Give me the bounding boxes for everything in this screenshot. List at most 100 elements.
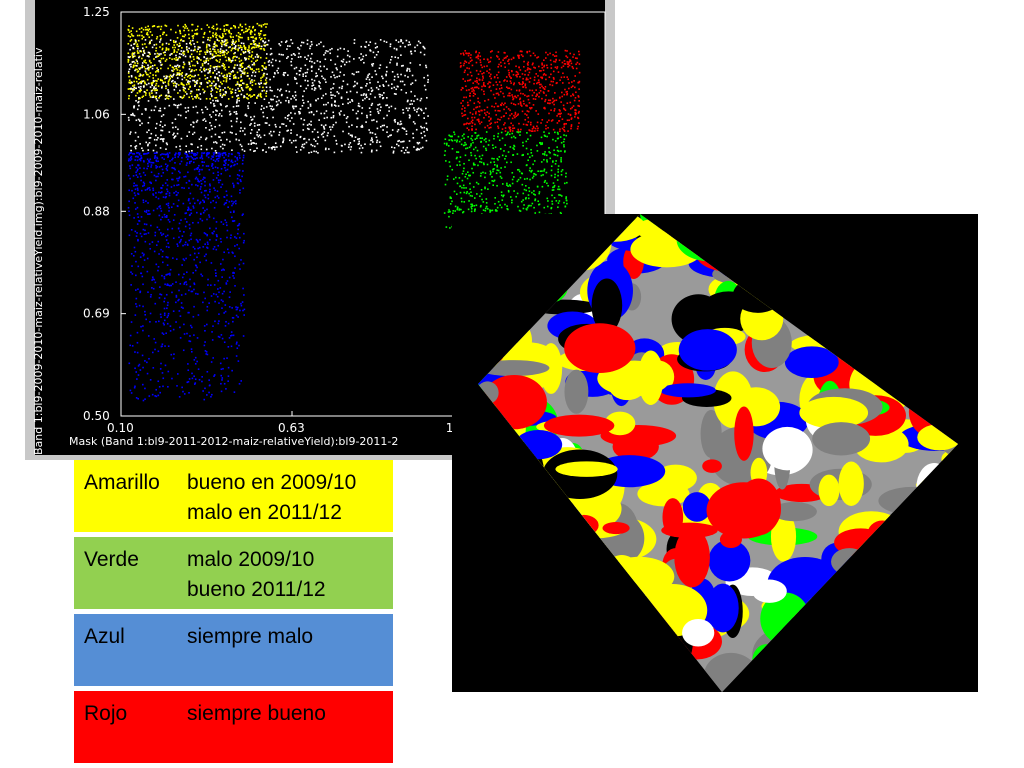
scatter-point <box>237 228 239 231</box>
scatter-point <box>236 95 238 97</box>
scatter-point <box>232 105 235 108</box>
scatter-point <box>162 377 165 380</box>
scatter-point <box>377 88 380 91</box>
scatter-point <box>531 154 534 157</box>
scatter-point <box>241 25 243 28</box>
scatter-point <box>206 309 209 312</box>
map-region <box>752 644 781 679</box>
scatter-point <box>485 202 488 204</box>
scatter-point <box>157 240 160 243</box>
scatter-point <box>247 143 250 145</box>
scatter-point <box>155 160 158 163</box>
scatter-point <box>464 175 467 178</box>
scatter-point <box>136 43 139 45</box>
scatter-point <box>541 119 544 121</box>
scatter-point <box>187 82 190 84</box>
scatter-point <box>139 291 141 294</box>
scatter-point <box>459 185 461 188</box>
scatter-point <box>381 97 384 100</box>
scatter-point <box>237 48 239 51</box>
scatter-point <box>148 75 151 78</box>
scatter-point <box>261 76 264 78</box>
scatter-point <box>137 193 140 196</box>
scatter-point <box>177 114 180 116</box>
scatter-point <box>212 172 215 175</box>
scatter-point <box>534 67 536 69</box>
scatter-point <box>153 86 156 88</box>
scatter-point <box>169 325 172 327</box>
scatter-point <box>292 95 294 97</box>
scatter-point <box>195 121 198 123</box>
scatter-point <box>259 95 262 97</box>
scatter-point <box>241 148 244 151</box>
scatter-point <box>153 338 156 340</box>
scatter-point <box>173 50 176 52</box>
map-region <box>478 549 511 563</box>
scatter-point <box>360 53 362 55</box>
scatter-point <box>157 78 160 80</box>
scatter-point <box>250 119 253 121</box>
scatter-point <box>467 171 469 174</box>
scatter-point <box>158 109 160 112</box>
scatter-point <box>216 60 219 62</box>
scatter-point <box>390 87 393 90</box>
scatter-point <box>478 110 481 113</box>
map-region <box>887 265 905 300</box>
scatter-point <box>510 122 512 125</box>
scatter-point <box>385 73 387 76</box>
map-region <box>527 299 599 315</box>
scatter-point <box>182 390 184 393</box>
scatter-point <box>131 53 134 55</box>
scatter-point <box>529 167 531 169</box>
scatter-point <box>216 195 219 197</box>
scatter-point <box>159 46 161 48</box>
scatter-point <box>264 45 266 47</box>
scatter-point <box>477 183 480 185</box>
scatter-point <box>498 63 500 66</box>
scatter-point <box>361 107 364 109</box>
scatter-point <box>134 367 136 370</box>
scatter-point <box>550 80 553 83</box>
scatter-point <box>178 72 180 74</box>
scatter-point <box>239 65 242 67</box>
scatter-point <box>159 110 162 112</box>
scatter-point <box>537 81 539 84</box>
scatter-point <box>463 167 465 170</box>
scatter-point <box>200 59 202 61</box>
scatter-point <box>256 22 259 25</box>
scatter-point <box>205 137 208 139</box>
map-region <box>561 214 581 248</box>
scatter-point <box>265 86 268 89</box>
scatter-point <box>532 52 535 55</box>
scatter-point <box>155 43 158 46</box>
scatter-point <box>527 138 529 140</box>
scatter-point <box>511 117 514 120</box>
scatter-point <box>238 47 241 49</box>
scatter-point <box>323 126 325 129</box>
scatter-point <box>203 70 206 72</box>
scatter-point <box>144 70 147 72</box>
scatter-point <box>215 52 218 55</box>
scatter-point <box>306 68 309 71</box>
scatter-point <box>170 28 172 31</box>
scatter-point <box>265 77 268 79</box>
scatter-point <box>160 37 162 40</box>
scatter-point <box>302 75 304 77</box>
scatter-point <box>230 345 233 348</box>
scatter-point <box>167 89 169 91</box>
scatter-point <box>205 189 207 192</box>
scatter-point <box>145 200 147 202</box>
scatter-point <box>142 199 145 201</box>
scatter-point <box>301 104 304 107</box>
scatter-point <box>240 62 243 65</box>
scatter-point <box>196 337 199 339</box>
scatter-point <box>160 293 163 296</box>
scatter-point <box>561 95 564 98</box>
scatter-point <box>239 33 242 36</box>
scatter-point <box>130 271 132 273</box>
scatter-point <box>222 300 224 303</box>
scatter-point <box>165 256 168 258</box>
scatter-point <box>215 28 218 31</box>
scatter-point <box>158 95 161 97</box>
scatter-point <box>217 71 220 73</box>
